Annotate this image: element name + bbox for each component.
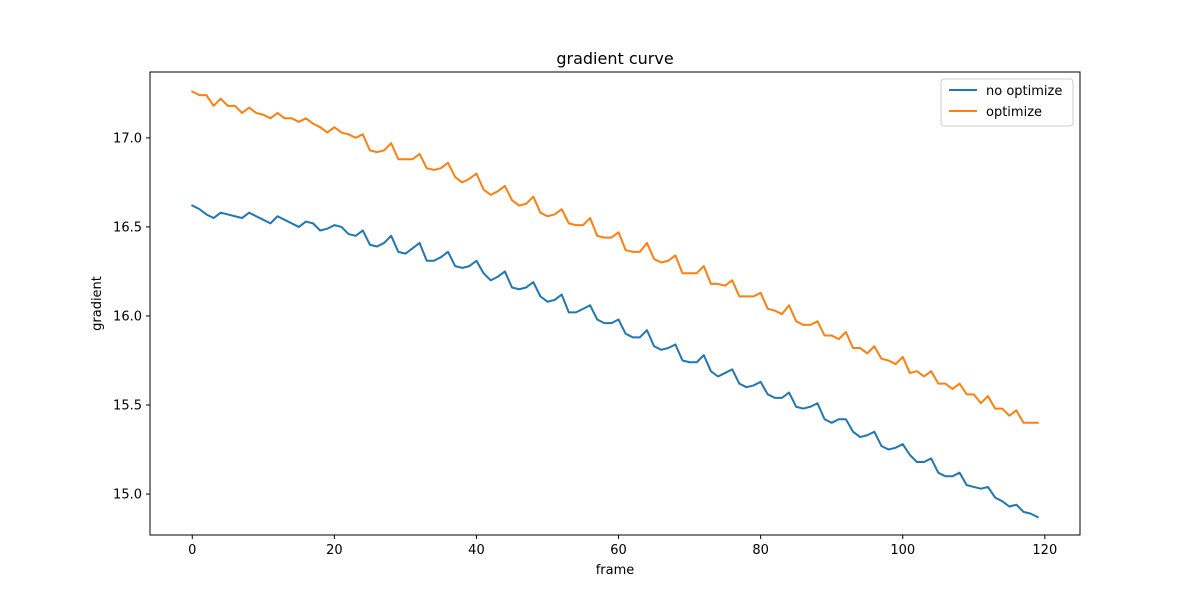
x-tick-label: 100 [890,543,915,558]
y-tick-label: 17.0 [113,131,142,146]
x-tick-label: 0 [188,543,196,558]
x-tick-label: 20 [326,543,343,558]
y-axis-label: gradient [90,276,105,331]
series-layer [190,90,1040,519]
x-tick-label: 60 [610,543,627,558]
x-tick-label: 120 [1032,543,1057,558]
legend: no optimize optimize [940,78,1074,127]
chart-title: gradient curve [556,49,673,68]
y-tick-label: 16.5 [113,220,142,235]
series-line-no-optimize [190,204,1040,519]
x-tick-label: 80 [752,543,769,558]
axes-frame [149,71,1081,536]
y-tick-label: 15.0 [113,488,142,503]
x-tick-label: 40 [468,543,485,558]
series-line-optimize [190,90,1039,424]
y-tick-label: 16.0 [113,309,142,324]
legend-label-optimize: optimize [986,105,1042,120]
y-tick-label: 15.5 [113,399,142,414]
y-axis-ticks: 15.0 15.5 16.0 16.5 17.0 [113,131,150,503]
legend-label-no-optimize: no optimize [986,84,1062,99]
x-axis-label: frame [596,563,635,578]
x-axis-ticks: 0 20 40 60 80 100 120 [188,535,1057,558]
